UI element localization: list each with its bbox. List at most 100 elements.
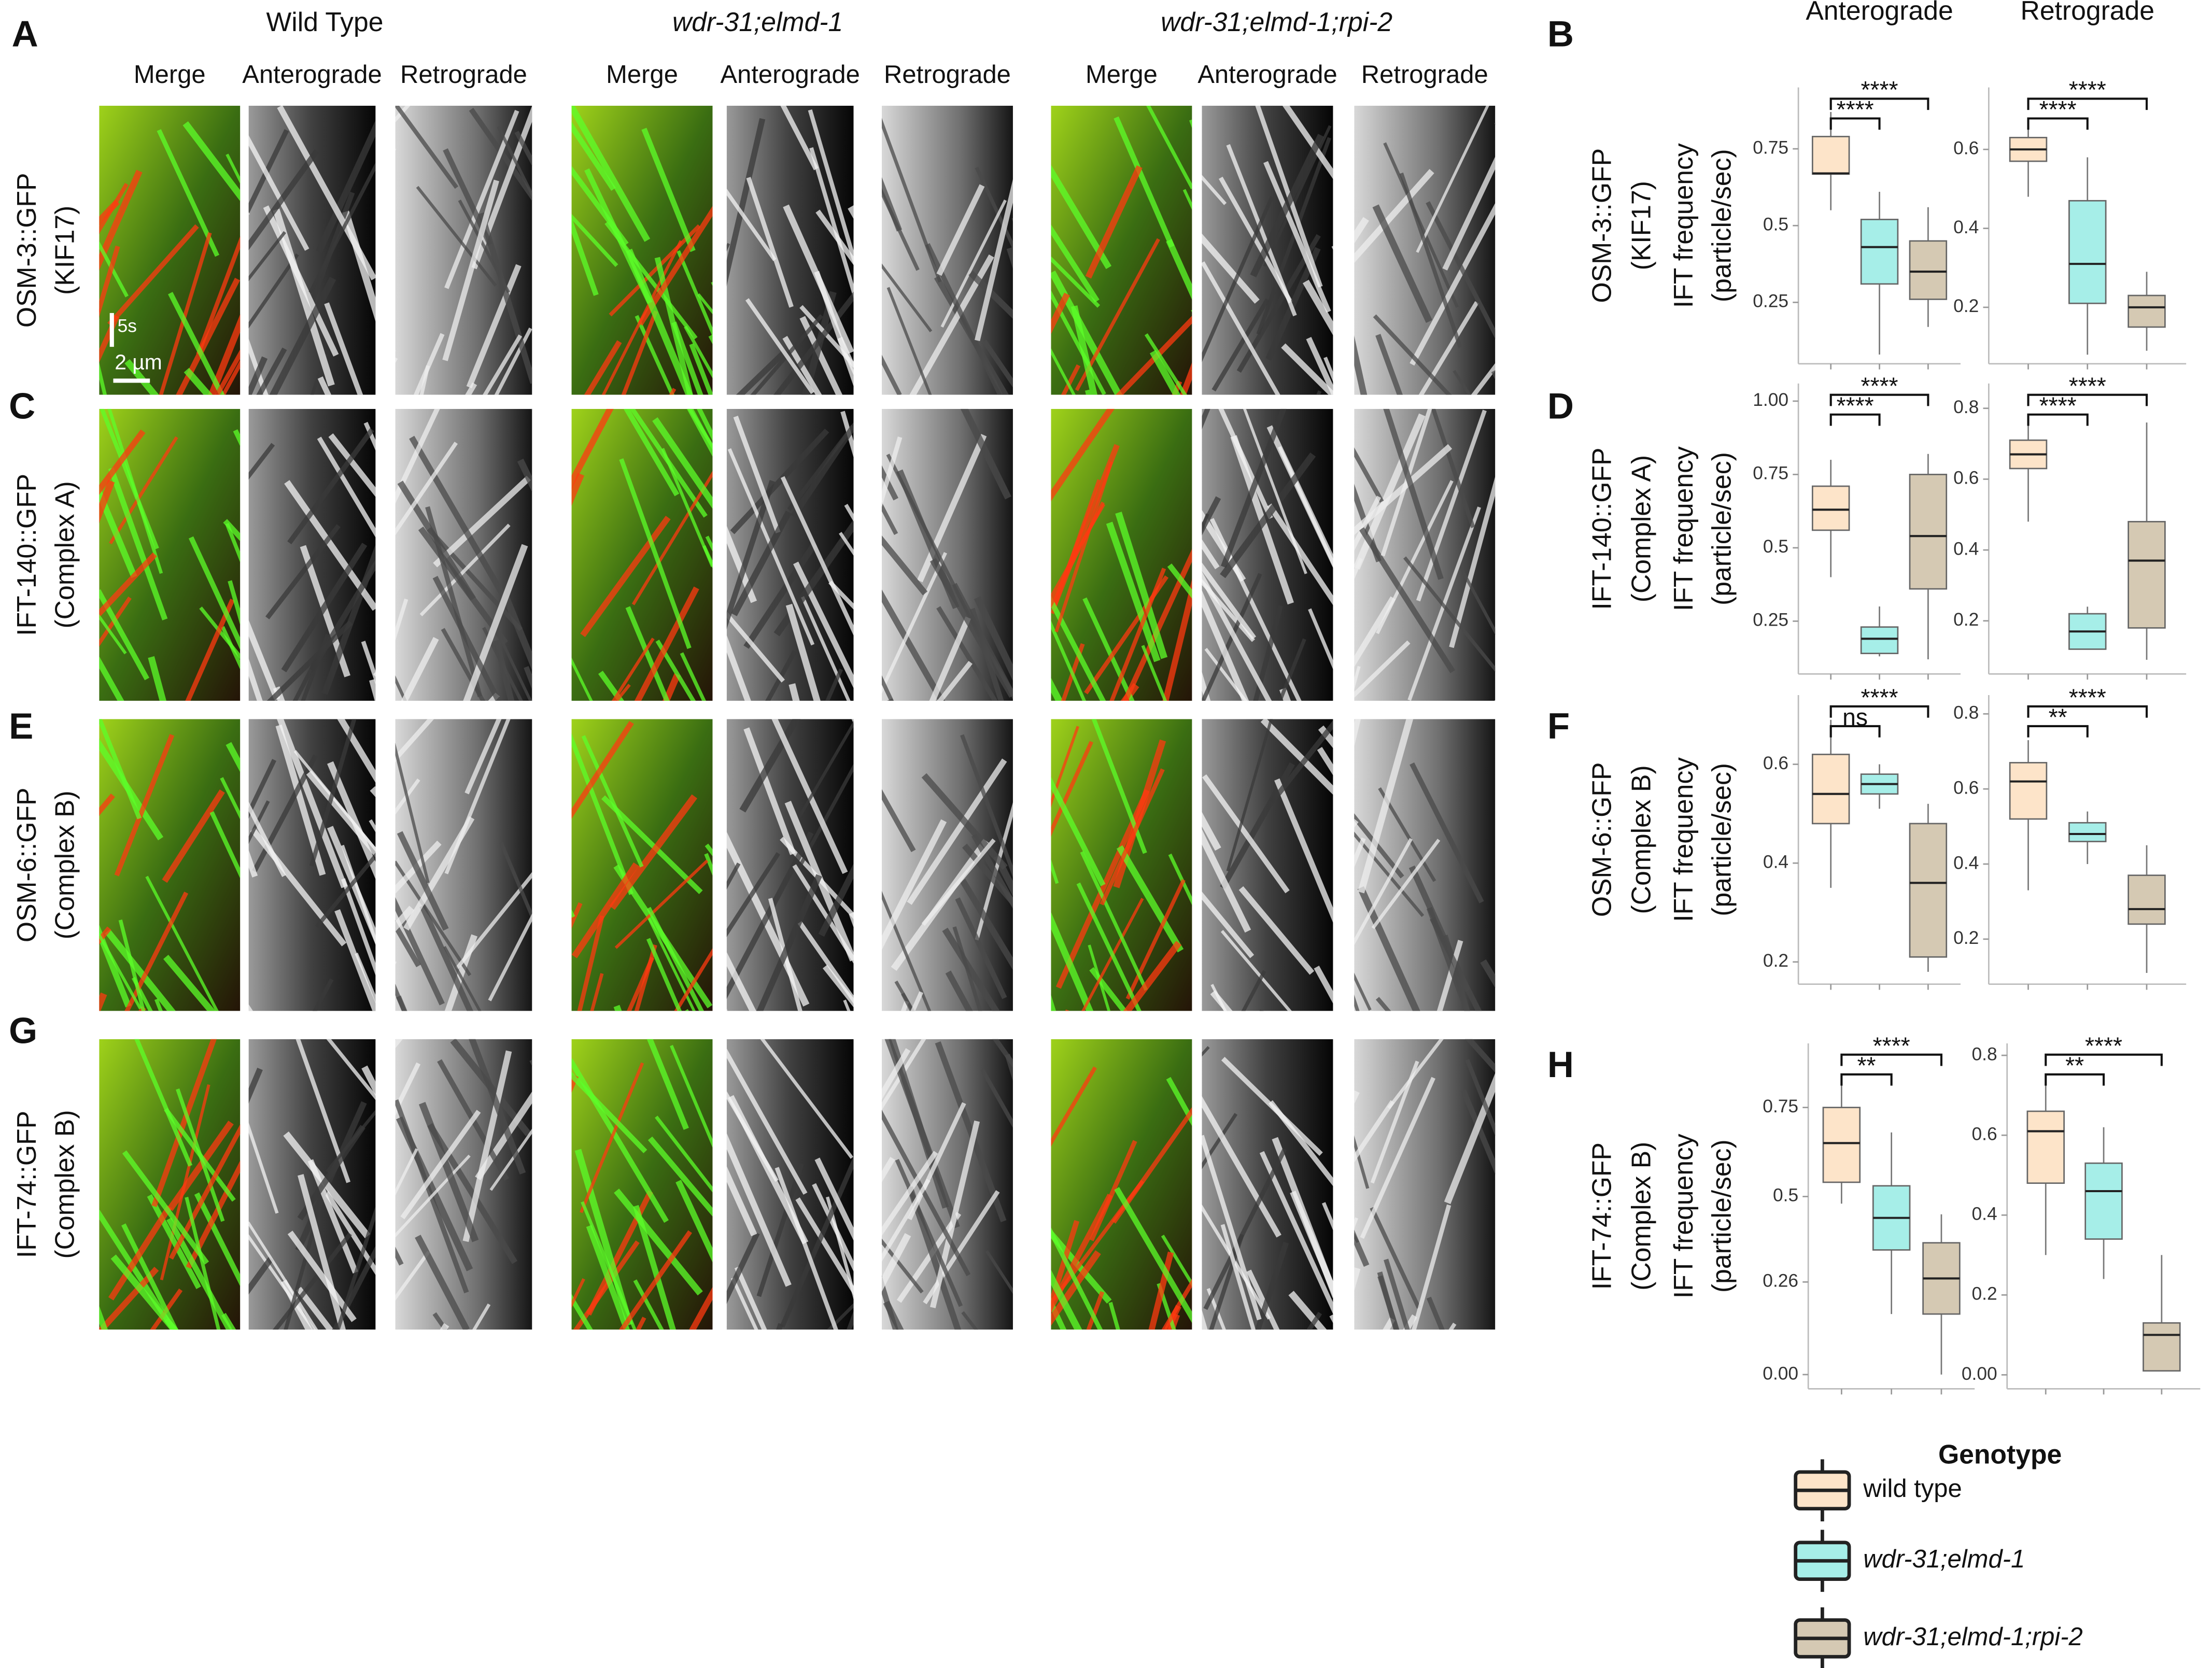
panel-letter: B [1547,13,1574,54]
kymograph-track [502,595,532,671]
kymograph [1202,106,1333,395]
box [2128,874,2166,925]
kymograph-track [1480,959,1496,988]
kymograph [99,408,241,701]
kymograph-track [292,649,323,701]
significance-bracket [2045,1073,2105,1086]
row-label: (Complex B) [1626,765,1656,914]
significance-label: **** [1861,684,1898,711]
kymograph-track [321,1186,376,1275]
kymograph-track [1370,1207,1421,1309]
kymograph-track [248,801,286,877]
kymograph-track [134,1039,193,1167]
kymograph-track [624,408,680,497]
kymograph-track [122,1150,209,1265]
kymograph-track [828,581,854,610]
kymograph-track [335,1206,376,1330]
kymograph-track [1426,201,1496,339]
kymograph-track [99,429,146,495]
kymograph-track [929,616,971,701]
kymograph-track [571,408,614,489]
row-label: (KIF17) [1626,181,1656,270]
kymograph-track [469,108,532,201]
panel-letter: C [9,386,35,427]
kymograph-track [1259,1151,1333,1314]
kymograph-track [1211,298,1270,392]
kymograph-track [395,778,420,815]
kymograph-track [581,1201,637,1330]
kymograph-track [401,637,439,701]
y-tick-label: 0.8 [1953,703,1979,723]
kymograph-bg [726,719,854,1011]
scale-label: 2 µm [115,350,162,374]
kymograph [248,408,376,701]
box [1860,219,1899,285]
kymograph-track [427,1123,518,1264]
kymograph-track [1202,562,1257,640]
y-axis-label: IFT frequency [1668,143,1698,308]
kymograph-track [647,1136,713,1217]
y-tick-label: 0.75 [1753,463,1788,484]
y-tick-label: 0.5 [1763,536,1788,557]
y-tick-label: 0.6 [1953,778,1979,798]
kymograph-track [442,179,500,361]
kymograph-track [929,1120,980,1308]
kymograph-track [1218,176,1293,304]
kymograph-track [466,264,522,389]
y-axis-label: (particle/sec) [1707,763,1737,916]
kymograph-track [110,1254,179,1330]
kymograph-track [287,428,374,545]
kymograph-track [1167,1313,1180,1330]
kymograph-track [646,907,705,1011]
kymograph-track [1202,1113,1238,1169]
kymograph-track [917,434,987,583]
kymograph-track [248,231,286,281]
kymograph-track [131,977,153,1011]
kymograph-bg [395,408,532,701]
kymograph-track [1100,768,1165,906]
kymograph-track [743,542,818,649]
box [2128,521,2166,629]
kymograph-track [99,241,129,298]
kymograph-track [825,668,843,701]
significance-bracket [1829,725,1881,738]
kymograph-track [334,909,376,1011]
kymograph-track [750,314,824,395]
kymograph-track [503,1308,550,1472]
kymograph-track [1377,1271,1399,1330]
box [1860,626,1899,654]
kymograph-track [839,532,854,556]
significance-label: ** [2049,704,2067,731]
kymograph-track [1272,1137,1333,1298]
kymograph-track [571,720,634,819]
kymograph-track [636,1317,646,1330]
kymograph-track [418,1101,479,1242]
kymograph-track [784,800,854,962]
kymograph-track [726,1133,792,1287]
kymograph-track [310,354,328,395]
kymograph-track [968,271,1013,319]
kymograph-track [671,321,703,395]
kymograph-track [1051,620,1087,701]
y-tick-label: 0.4 [1953,217,1979,237]
kymograph-track [1498,1289,1588,1431]
kymograph-track [1051,256,1101,308]
row-label: (Complex A) [49,481,79,628]
kymograph-track [1202,1204,1271,1320]
kymograph-track [760,1039,854,1159]
panel-letter: A [12,13,38,54]
kymograph-track [1202,774,1290,894]
box [1909,240,1948,300]
kymograph-track [118,919,146,1011]
kymograph-track [1108,1302,1120,1330]
kymograph-track [1263,161,1331,313]
kymograph-track [1051,503,1106,600]
kymograph-track [1204,647,1248,701]
significance-bracket [1840,1053,1942,1066]
kymograph-track [395,906,415,932]
kymograph-track [881,502,898,535]
kymograph-track [248,135,309,251]
kymograph-track [1354,1229,1370,1267]
kymograph-track [413,333,445,395]
kymograph-track [498,636,532,701]
